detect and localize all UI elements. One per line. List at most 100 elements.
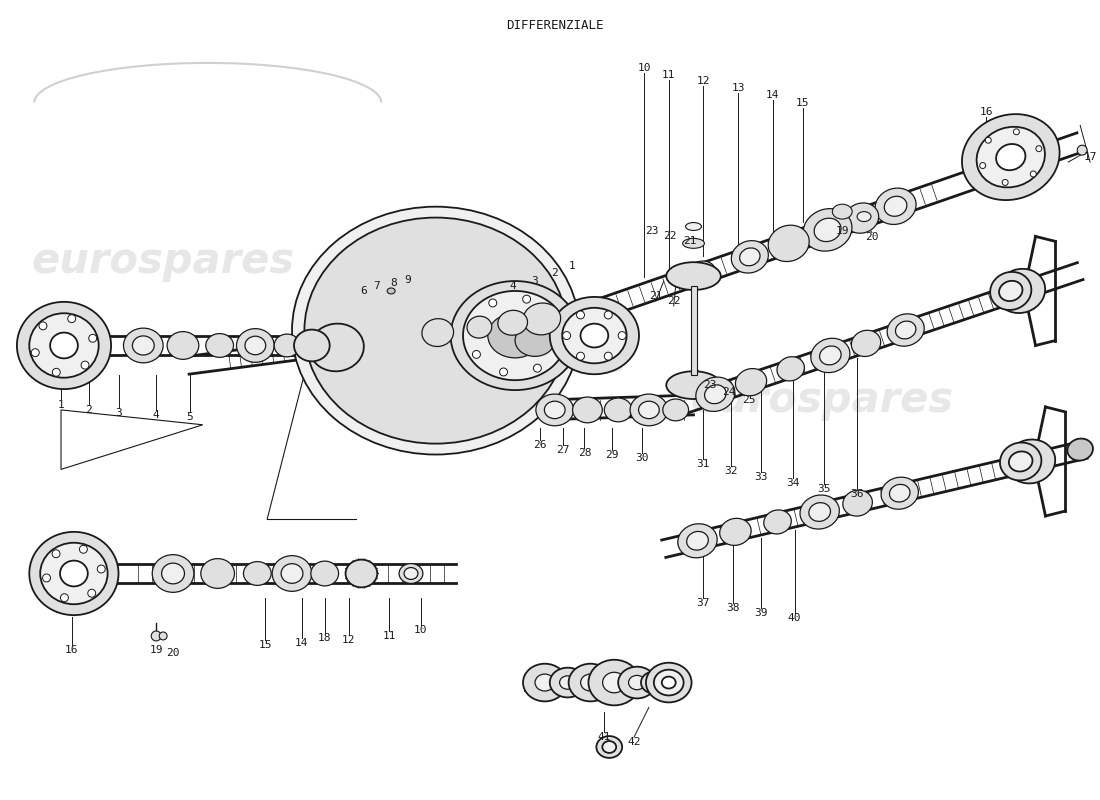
Text: 11: 11	[662, 70, 675, 80]
Ellipse shape	[201, 558, 234, 588]
Ellipse shape	[162, 563, 185, 584]
Ellipse shape	[152, 554, 194, 592]
Circle shape	[980, 162, 986, 169]
Text: 3: 3	[116, 408, 122, 418]
Ellipse shape	[588, 660, 640, 706]
Ellipse shape	[123, 328, 163, 363]
Text: 31: 31	[696, 459, 711, 470]
Ellipse shape	[646, 662, 692, 702]
Text: 15: 15	[258, 640, 272, 650]
Ellipse shape	[639, 401, 659, 418]
Ellipse shape	[736, 369, 767, 396]
Ellipse shape	[843, 490, 872, 516]
Text: 16: 16	[65, 645, 79, 655]
Text: 35: 35	[817, 484, 832, 494]
Ellipse shape	[236, 329, 274, 362]
Ellipse shape	[294, 330, 330, 362]
Ellipse shape	[820, 346, 842, 365]
Circle shape	[151, 631, 161, 641]
Ellipse shape	[604, 398, 632, 422]
Text: 21: 21	[683, 236, 696, 246]
Ellipse shape	[803, 209, 852, 251]
Ellipse shape	[468, 316, 492, 338]
Ellipse shape	[292, 206, 580, 454]
Circle shape	[554, 342, 562, 350]
Text: 30: 30	[635, 453, 649, 462]
Circle shape	[1013, 129, 1020, 134]
Text: 4: 4	[153, 410, 159, 420]
Circle shape	[604, 311, 613, 319]
Text: 24: 24	[723, 387, 736, 397]
Ellipse shape	[653, 670, 683, 695]
Text: 3: 3	[531, 276, 538, 286]
Ellipse shape	[732, 241, 769, 273]
Ellipse shape	[857, 212, 871, 222]
Ellipse shape	[550, 297, 639, 374]
Text: 20: 20	[866, 233, 879, 242]
Text: 40: 40	[788, 613, 802, 623]
Text: 36: 36	[850, 489, 864, 499]
Ellipse shape	[1067, 438, 1093, 461]
Circle shape	[97, 565, 106, 573]
Text: 39: 39	[755, 608, 768, 618]
Text: 10: 10	[637, 63, 651, 73]
Circle shape	[39, 322, 47, 330]
Ellipse shape	[451, 281, 580, 390]
Ellipse shape	[245, 336, 266, 354]
Circle shape	[79, 546, 87, 554]
Text: 18: 18	[318, 633, 331, 643]
Circle shape	[68, 314, 76, 322]
Text: 2: 2	[86, 405, 92, 415]
Text: 1: 1	[57, 400, 65, 410]
Circle shape	[986, 138, 991, 143]
Ellipse shape	[404, 567, 418, 579]
Ellipse shape	[524, 303, 561, 335]
Ellipse shape	[662, 677, 675, 689]
Ellipse shape	[763, 510, 791, 534]
Circle shape	[488, 299, 497, 307]
Ellipse shape	[685, 222, 702, 230]
Text: 29: 29	[605, 450, 619, 459]
Circle shape	[60, 594, 68, 602]
Circle shape	[88, 590, 96, 598]
Ellipse shape	[422, 318, 453, 346]
Ellipse shape	[569, 664, 613, 702]
Circle shape	[1036, 146, 1042, 152]
Ellipse shape	[1009, 451, 1033, 471]
Ellipse shape	[487, 314, 542, 358]
Ellipse shape	[536, 394, 573, 426]
Text: 22: 22	[663, 231, 676, 242]
Text: 20: 20	[166, 648, 179, 658]
Ellipse shape	[1000, 442, 1042, 481]
Ellipse shape	[309, 323, 364, 371]
Circle shape	[1002, 179, 1008, 186]
Ellipse shape	[463, 291, 568, 380]
Text: 33: 33	[755, 472, 768, 482]
Circle shape	[1077, 146, 1087, 155]
Ellipse shape	[833, 204, 853, 219]
Text: 21: 21	[649, 291, 662, 301]
Text: 1: 1	[569, 261, 576, 271]
Ellipse shape	[596, 736, 623, 758]
Circle shape	[52, 550, 60, 558]
Ellipse shape	[999, 281, 1023, 301]
Ellipse shape	[719, 518, 751, 546]
Text: 12: 12	[696, 76, 711, 86]
Text: 22: 22	[667, 296, 681, 306]
Circle shape	[160, 632, 167, 640]
Text: 26: 26	[534, 440, 547, 450]
Circle shape	[31, 349, 40, 357]
Ellipse shape	[562, 308, 627, 363]
Ellipse shape	[16, 302, 111, 389]
Circle shape	[499, 368, 507, 376]
Ellipse shape	[1006, 439, 1055, 483]
Text: 14: 14	[295, 638, 309, 648]
Ellipse shape	[345, 560, 377, 587]
Text: 27: 27	[556, 445, 570, 454]
Ellipse shape	[603, 741, 616, 753]
Circle shape	[89, 334, 97, 342]
Text: 19: 19	[150, 645, 163, 655]
Ellipse shape	[132, 336, 154, 355]
Text: 28: 28	[578, 447, 591, 458]
Circle shape	[81, 361, 89, 369]
